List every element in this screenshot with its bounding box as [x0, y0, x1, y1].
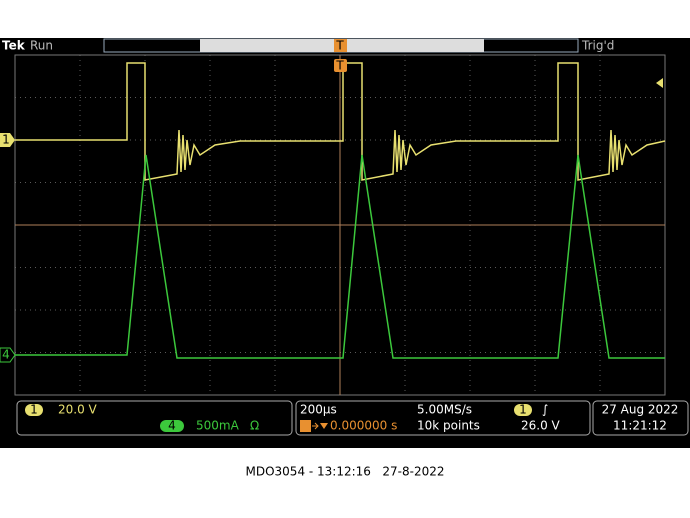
ch1-scale: 20.0 V — [58, 403, 98, 417]
date: 27 Aug 2022 — [602, 403, 679, 417]
ch1-badge-label: 1 — [30, 403, 38, 417]
trig-source: 1 — [519, 403, 527, 417]
trig-position: 0.000000 s — [330, 419, 397, 433]
ch4-badge-label: 4 — [168, 419, 176, 433]
trig-pos-icon — [300, 420, 311, 432]
trigger-marker-label: T — [335, 39, 344, 53]
trigger-pos-marker — [334, 59, 347, 72]
timebase: 200µs — [300, 403, 337, 417]
ch4-trace — [15, 154, 665, 359]
ch4-marker — [0, 347, 16, 363]
ch4-termination: Ω — [250, 419, 259, 433]
caption: MDO3054 - 13:12:16 27-8-2022 — [246, 465, 445, 479]
trigger-pos-label: T — [335, 59, 344, 73]
time: 11:21:12 — [613, 419, 667, 433]
trig-pos-delta — [320, 423, 328, 429]
trig-source-badge — [514, 404, 532, 416]
channel-box — [16, 400, 293, 436]
ch1-badge — [25, 404, 43, 416]
ch1-trace — [15, 62, 666, 181]
ch4-scale: 500mA — [196, 419, 240, 433]
trigger-level-marker — [656, 78, 663, 88]
trigger-marker — [334, 39, 347, 52]
ch4-badge — [160, 420, 184, 432]
ch4-marker-label: 4 — [2, 348, 10, 362]
trigger-status: Trig'd — [581, 39, 614, 53]
timebase-box — [295, 400, 591, 436]
trig-slope: ∫ — [542, 403, 548, 417]
record-length: 10k points — [417, 419, 480, 433]
scope-screen — [0, 38, 690, 448]
trig-level: 26.0 V — [521, 419, 561, 433]
trig-pos-arrow — [312, 422, 319, 430]
sample-rate: 5.00MS/s — [417, 403, 472, 417]
brand: Tek — [2, 39, 26, 53]
datetime-box — [592, 400, 689, 436]
ch1-marker — [0, 133, 15, 147]
ch1-marker-label: 1 — [2, 133, 10, 147]
run-status: Run — [30, 39, 53, 53]
